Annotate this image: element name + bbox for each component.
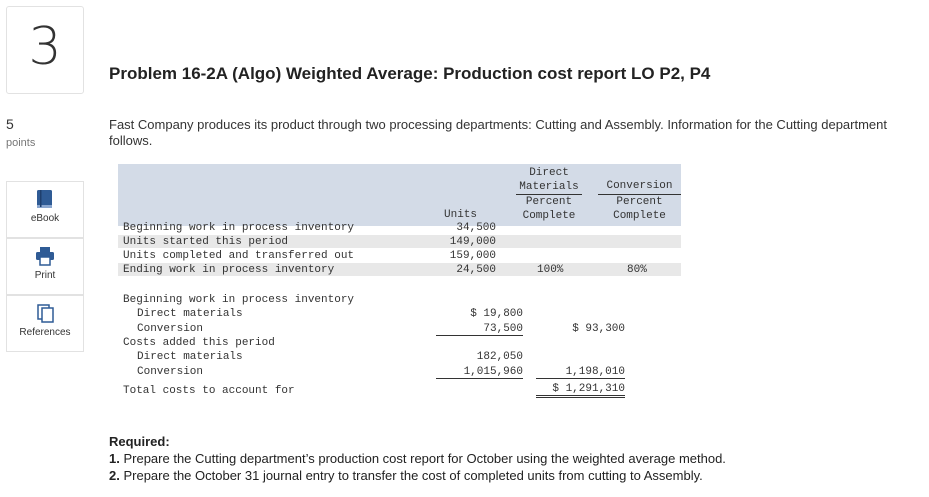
total-costs-label: Total costs to account for xyxy=(123,385,295,397)
header-direct-materials: Direct Materials xyxy=(514,166,584,194)
header-dm-rule xyxy=(516,194,582,195)
problem-title: Problem 16-2A (Algo) Weighted Average: P… xyxy=(109,64,711,83)
required-section: Required: 1. Prepare the Cutting departm… xyxy=(109,433,726,484)
references-label: References xyxy=(19,327,71,338)
ebook-label: eBook xyxy=(30,213,60,224)
beg-wip-total: $ 93,300 xyxy=(572,323,625,335)
header-conversion: Conversion xyxy=(606,180,673,192)
grand-total: $ 1,291,310 xyxy=(536,383,625,398)
added-total: 1,198,010 xyxy=(536,366,625,379)
added-conv-label: Conversion xyxy=(137,366,204,378)
beg-conv-value: 73,500 xyxy=(436,323,523,336)
header-direct-materials-text: Direct Materials xyxy=(519,167,579,193)
unit-row-label: Units started this period xyxy=(123,236,289,248)
row-band xyxy=(118,263,681,276)
header-units: Units xyxy=(444,209,478,221)
header-conv-rule xyxy=(598,194,681,195)
points-label: points xyxy=(6,137,36,149)
print-label: Print xyxy=(34,270,56,281)
row-band xyxy=(118,235,681,248)
beg-wip-cost-label: Beginning work in process inventory xyxy=(123,294,355,306)
ending-wip-dm-percent: 100% xyxy=(537,264,564,276)
added-conv-value: 1,015,960 xyxy=(436,366,523,379)
problem-intro: Fast Company produces its product throug… xyxy=(109,117,887,148)
question-number: 3 xyxy=(28,17,62,77)
unit-row-label: Beginning work in process inventory xyxy=(123,222,355,234)
header-dm-percent: Percent Complete xyxy=(522,196,576,222)
unit-row-units: 34,500 xyxy=(456,222,496,234)
unit-row-units: 149,000 xyxy=(449,236,496,248)
required-item: 1. Prepare the Cutting department’s prod… xyxy=(109,451,726,466)
ebook-button[interactable]: eBook xyxy=(6,181,84,238)
beg-dm-label: Direct materials xyxy=(137,308,243,320)
header-conv-percent: Percent Complete xyxy=(613,196,666,222)
book-icon xyxy=(37,190,52,208)
points-value: 5 xyxy=(6,116,14,132)
added-dm-value: 182,050 xyxy=(476,351,523,363)
question-number-box: 3 xyxy=(6,6,84,94)
unit-row-label: Ending work in process inventory xyxy=(123,264,335,276)
added-dm-label: Direct materials xyxy=(137,351,243,363)
table-header-band xyxy=(118,164,681,226)
required-heading: Required: xyxy=(109,434,170,449)
references-icon xyxy=(37,304,54,323)
ending-wip-conv-percent: 80% xyxy=(627,264,647,276)
unit-row-units: 24,500 xyxy=(456,264,496,276)
beg-dm-value: $ 19,800 xyxy=(470,308,523,320)
beg-conv-label: Conversion xyxy=(137,323,204,335)
required-item: 2. Prepare the October 31 journal entry … xyxy=(109,468,703,483)
references-button[interactable]: References xyxy=(6,295,84,352)
print-button[interactable]: Print xyxy=(6,238,84,295)
unit-row-label: Units completed and transferred out xyxy=(123,250,355,262)
printer-icon xyxy=(36,247,54,266)
unit-row-units: 159,000 xyxy=(449,250,496,262)
costs-added-label: Costs added this period xyxy=(123,337,275,349)
